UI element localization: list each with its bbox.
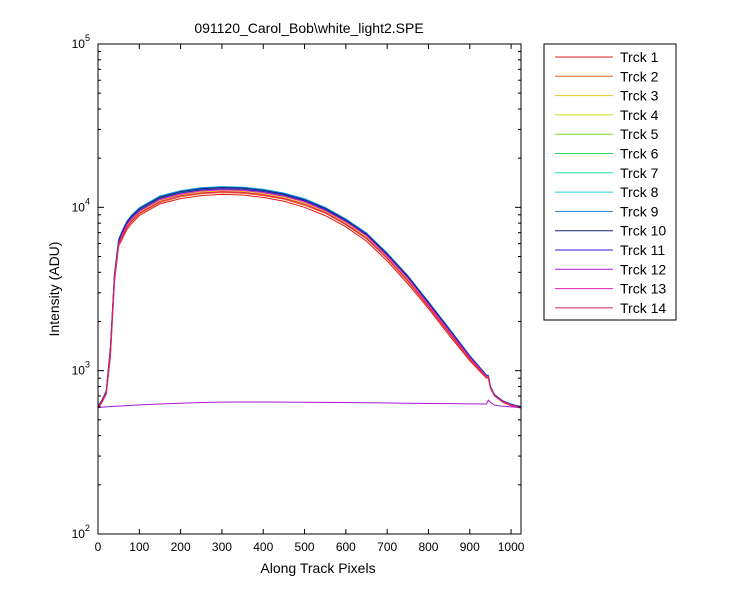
- y-tick-label: 102: [72, 523, 90, 541]
- legend-label-9: Trck 9: [620, 203, 659, 219]
- legend-label-4: Trck 4: [620, 107, 659, 123]
- x-tick-label: 800: [418, 540, 438, 554]
- x-tick-label: 700: [377, 540, 397, 554]
- x-tick-label: 600: [336, 540, 356, 554]
- series-line-1: [97, 193, 522, 409]
- legend-box: [543, 43, 677, 321]
- y-axis-title: Intensity (ADU): [46, 242, 62, 337]
- legend-label-13: Trck 13: [620, 281, 666, 297]
- plot-area: [98, 44, 521, 534]
- legend-label-10: Trck 10: [620, 223, 666, 239]
- legend-label-5: Trck 5: [620, 126, 659, 142]
- x-tick-label: 1000: [498, 540, 525, 554]
- legend-label-1: Trck 1: [620, 49, 659, 65]
- chart-title: 091120_Carol_Bob\white_light2.SPE: [194, 20, 423, 36]
- x-axis-title: Along Track Pixels: [260, 560, 375, 576]
- y-tick-label: 103: [72, 360, 90, 378]
- legend-label-11: Trck 11: [620, 242, 665, 258]
- x-tick-label: 900: [460, 540, 480, 554]
- legend-label-14: Trck 14: [620, 300, 666, 316]
- legend: Trck 1 Trck 2 Trck 3 Trck 4 Trck 5 Trck 6 Trck…: [543, 43, 677, 321]
- x-tick-label: 500: [295, 540, 315, 554]
- x-tick-label: 0: [95, 540, 102, 554]
- y-tick-label: 104: [72, 196, 90, 214]
- plot-frame: [97, 43, 522, 535]
- x-tick-label: 200: [171, 540, 191, 554]
- series-line-14: [97, 191, 522, 409]
- x-tick-label: 100: [129, 540, 149, 554]
- y-axis-ticks: 102 103 104 105: [72, 33, 521, 541]
- legend-label-7: Trck 7: [620, 165, 659, 181]
- legend-label-3: Trck 3: [620, 88, 659, 104]
- series-layer: [97, 186, 522, 409]
- x-tick-label: 400: [253, 540, 273, 554]
- series-line-13: [97, 189, 522, 408]
- series-line-12: [97, 399, 522, 408]
- x-axis-ticks: 0 100 200 300 400 500 600 700 800 900 1000: [95, 44, 525, 554]
- y-tick-label: 105: [72, 33, 90, 51]
- legend-label-12: Trck 12: [620, 261, 666, 277]
- x-tick-label: 300: [212, 540, 232, 554]
- legend-label-2: Trck 2: [620, 68, 659, 84]
- legend-label-6: Trck 6: [620, 146, 659, 162]
- legend-label-8: Trck 8: [620, 184, 659, 200]
